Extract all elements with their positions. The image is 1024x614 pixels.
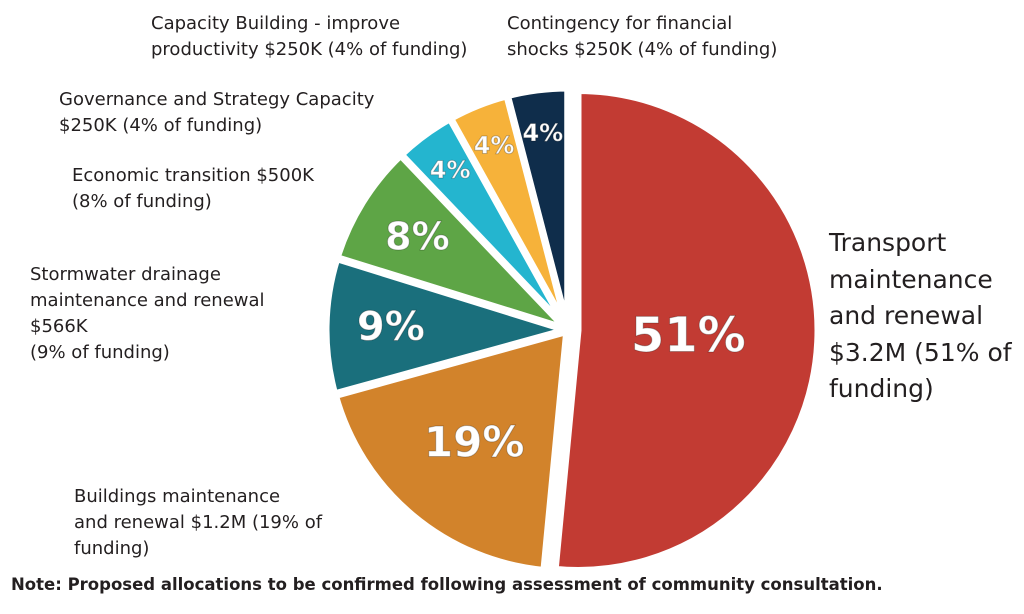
slice-label-capacity-building: Capacity Building - improve productivity… [151,13,468,60]
pie-percent-label-4: 8% [385,215,450,259]
pie-percent-label-2: 19% [424,417,525,466]
pie-percent-label-1: 51% [631,308,746,364]
footnote: Note: Proposed allocations to be confirm… [11,575,883,594]
pie-percent-label-3: 9% [357,304,425,350]
pie-slice-3 [322,254,579,399]
slice-label-governance: Governance and Strategy Capacity $250K (… [59,89,375,136]
pie-slice-4 [332,150,579,337]
pie-slices [322,84,822,575]
slice-label-economic: Economic transition $500K (8% of funding… [72,165,314,212]
slice-label-contingency: Contingency for financial shocks $250K (… [507,13,778,60]
pie-percent-labels: 51%19%9%8%4%4% 4% [356,118,746,467]
pie-slice-1 [551,86,822,574]
pie-percent-label-5: 4% [430,156,471,184]
pie-slice-2 [331,326,571,575]
slice-label-stormwater: Stormwater drainage maintenance and rene… [30,264,265,363]
pie-percent-label-7: 4% [522,119,563,147]
slice-label-transport: Transport maintenance and renewal $3.2M … [829,228,1012,403]
pie-slice-7 [503,84,572,329]
slice-label-buildings: Buildings maintenance and renewal $1.2M … [74,486,323,559]
pie-percent-label-6: 4% [474,131,515,159]
